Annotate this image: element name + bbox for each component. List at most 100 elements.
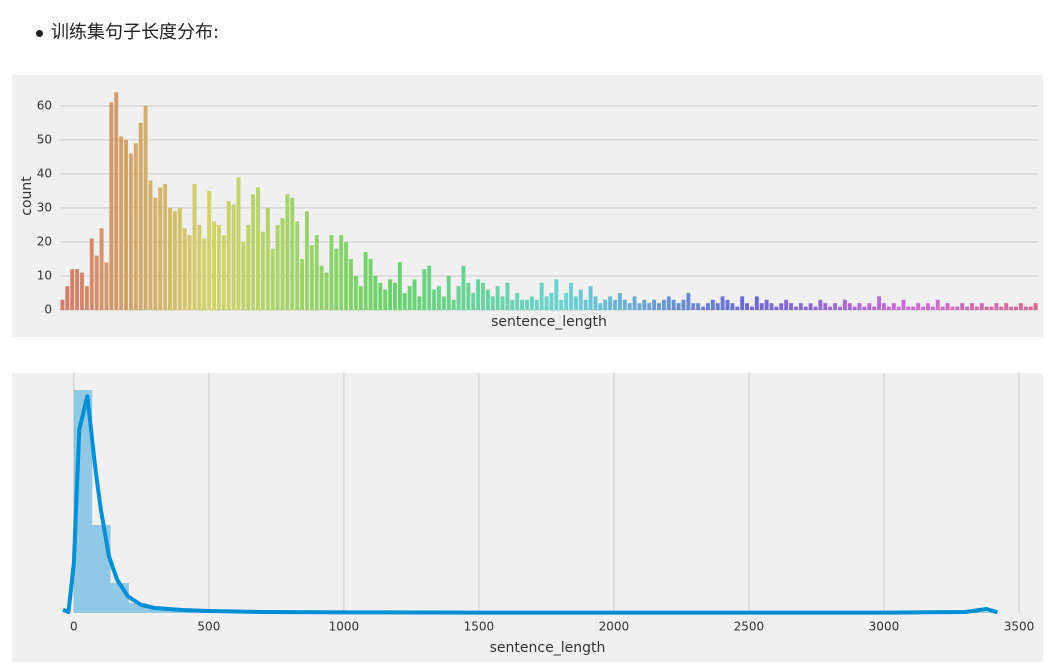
kde-line	[62, 394, 998, 615]
bar	[637, 303, 642, 310]
bar	[701, 306, 705, 310]
bar	[177, 207, 182, 310]
bar	[207, 190, 212, 310]
bar	[911, 306, 916, 310]
bar	[300, 258, 305, 310]
bar	[427, 265, 432, 310]
bar	[999, 306, 1004, 310]
bar	[109, 102, 114, 310]
x-tick-label: 2000	[599, 620, 630, 634]
bar	[872, 306, 877, 310]
bar	[793, 306, 798, 310]
bar	[940, 306, 945, 310]
bar	[153, 197, 158, 310]
bar	[842, 299, 847, 310]
bar	[583, 299, 588, 310]
bar	[500, 296, 505, 310]
bar	[544, 296, 549, 310]
bar	[989, 306, 994, 310]
bar	[823, 303, 828, 310]
bar	[80, 272, 84, 310]
bar	[578, 289, 583, 310]
bar	[114, 92, 119, 310]
bar	[246, 224, 251, 310]
bar	[143, 105, 148, 310]
bar	[847, 303, 852, 310]
bar	[779, 303, 784, 310]
bar	[828, 306, 833, 310]
bar	[314, 235, 319, 310]
bar	[168, 207, 172, 310]
bar	[730, 303, 735, 310]
bar	[378, 282, 383, 310]
bar	[945, 303, 950, 310]
bar	[226, 201, 231, 310]
bar	[789, 303, 794, 310]
bar	[344, 241, 349, 310]
bullet-text: 训练集句子长度分布:	[36, 18, 219, 44]
bar	[466, 282, 471, 310]
bar	[485, 289, 490, 310]
y-tick-label: 10	[37, 268, 52, 282]
bar	[412, 279, 417, 310]
y-tick-label: 60	[37, 98, 52, 112]
bar	[617, 292, 622, 310]
bar	[960, 303, 965, 310]
bar	[979, 303, 984, 310]
bar	[657, 303, 661, 310]
bar	[520, 299, 525, 310]
bar	[896, 306, 901, 310]
bar	[725, 299, 730, 310]
bar	[1009, 306, 1014, 310]
bar	[451, 299, 456, 310]
bar	[348, 258, 353, 310]
bar	[877, 296, 882, 310]
bar	[280, 218, 285, 310]
bar	[65, 286, 70, 310]
bar	[481, 282, 485, 310]
bar	[686, 292, 691, 310]
bar	[285, 194, 290, 310]
bar	[569, 282, 573, 310]
bar	[437, 286, 441, 310]
bar	[647, 303, 652, 310]
bar	[353, 275, 358, 310]
bar	[754, 296, 759, 310]
bar	[593, 296, 598, 310]
bar	[84, 286, 89, 310]
bar	[906, 306, 911, 310]
bar	[402, 292, 407, 310]
bar	[148, 180, 153, 310]
x-axis-label: sentence_length	[490, 640, 606, 656]
bar	[886, 306, 891, 310]
bar	[901, 299, 906, 310]
bar	[833, 303, 838, 310]
bar	[432, 289, 437, 310]
bar	[935, 299, 940, 310]
bar	[798, 303, 803, 310]
bar	[221, 235, 226, 310]
bar	[456, 286, 461, 310]
x-tick-label: 2500	[734, 620, 765, 634]
bar	[666, 296, 671, 310]
bar	[803, 306, 808, 310]
bar	[974, 306, 979, 310]
bar	[422, 269, 427, 310]
bar	[749, 306, 754, 310]
bar	[573, 296, 578, 310]
bar	[124, 139, 128, 310]
bar	[251, 194, 256, 310]
bar	[681, 299, 686, 310]
bar	[891, 303, 896, 310]
x-tick-label: 1500	[464, 620, 495, 634]
bar	[559, 299, 564, 310]
bar	[696, 303, 701, 310]
bar	[926, 303, 930, 310]
bar	[446, 275, 451, 310]
bar	[388, 279, 393, 310]
bar	[133, 143, 138, 310]
bar	[857, 303, 862, 310]
bar	[955, 306, 960, 310]
bar	[158, 187, 163, 310]
